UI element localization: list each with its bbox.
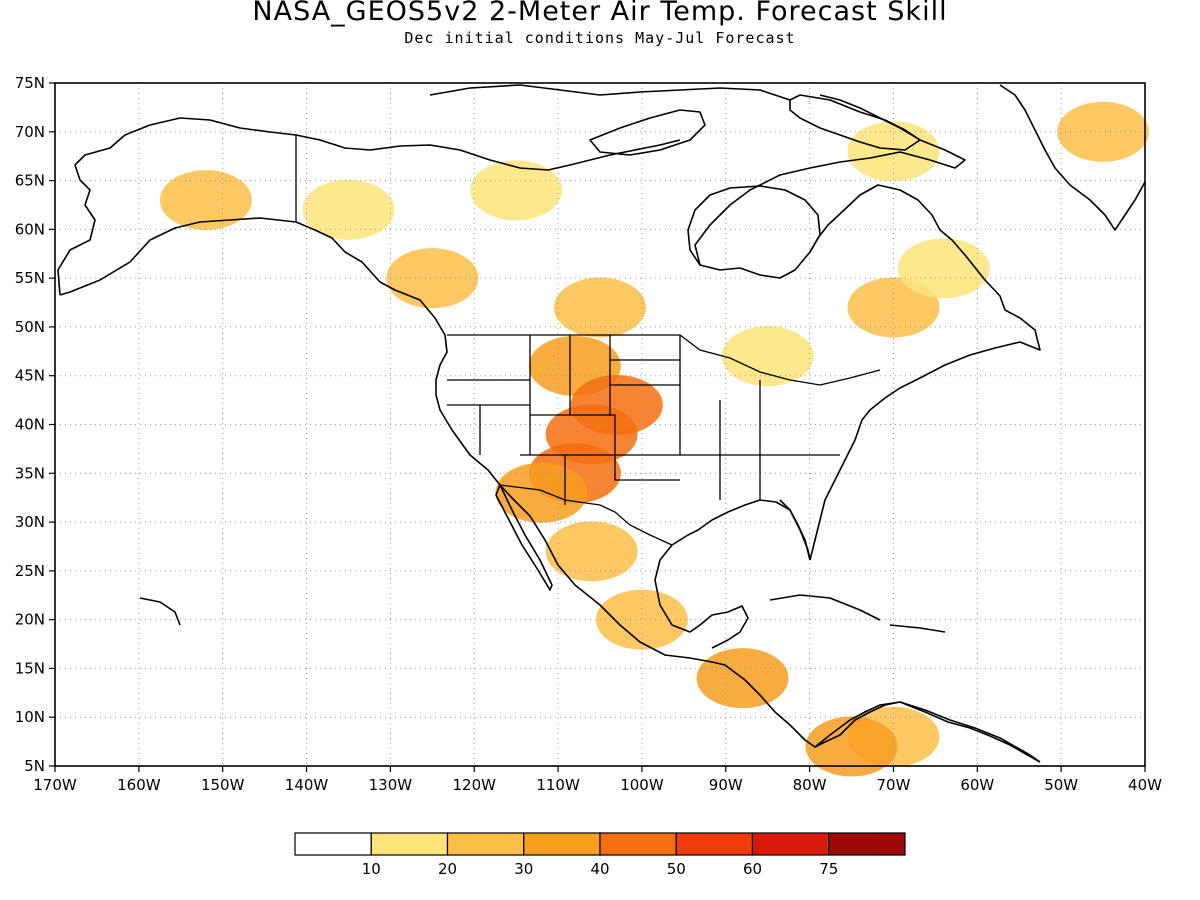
colorbar: 10 20 30 40 50 60 75 bbox=[294, 832, 906, 878]
lat-tick-label: 50N bbox=[15, 318, 45, 336]
mexico-gulf-coast bbox=[654, 499, 811, 649]
lat-tick-label: 30N bbox=[15, 513, 45, 531]
colorbar-swatch bbox=[523, 832, 601, 856]
lon-tick-label: 150W bbox=[201, 776, 245, 794]
skill-patch-northwest-territories bbox=[470, 160, 563, 221]
lat-tick-label: 55N bbox=[15, 269, 45, 287]
lat-tick-label: 75N bbox=[15, 74, 45, 92]
lon-tick-label: 110W bbox=[536, 776, 580, 794]
skill-patch-labrador bbox=[897, 238, 990, 299]
skill-patch-great-lakes bbox=[721, 326, 814, 387]
gridlines bbox=[55, 83, 1145, 766]
greenland bbox=[999, 84, 1146, 231]
lon-tick-label: 140W bbox=[285, 776, 329, 794]
colorbar-swatch bbox=[828, 832, 906, 856]
arctic-islands bbox=[589, 109, 706, 156]
lat-tick-label: 5N bbox=[24, 757, 45, 775]
skill-patch-arizona bbox=[495, 462, 588, 523]
arctic-coast bbox=[57, 117, 681, 296]
map-title: NASA_GEOS5v2 2-Meter Air Temp. Forecast … bbox=[252, 0, 948, 27]
colorbar-swatch bbox=[294, 832, 372, 856]
colorbar-label: 75 bbox=[819, 860, 838, 878]
lat-tick-label: 20N bbox=[15, 611, 45, 629]
lat-tick-label: 45N bbox=[15, 367, 45, 385]
hispaniola bbox=[889, 624, 946, 633]
colorbar-swatch bbox=[675, 832, 754, 856]
arctic-islands-north bbox=[429, 84, 791, 101]
north-america-outline bbox=[59, 217, 1041, 763]
skill-patch-greenland-south bbox=[1057, 101, 1150, 162]
skill-patch-canadian-prairies bbox=[554, 277, 646, 338]
baffin-island bbox=[789, 94, 921, 151]
lat-tick-label: 25N bbox=[15, 562, 45, 580]
baja-california bbox=[495, 484, 553, 591]
colorbar-label: 60 bbox=[743, 860, 762, 878]
lat-tick-label: 65N bbox=[15, 172, 45, 190]
colorbar-swatch bbox=[446, 832, 525, 856]
lon-tick-label: 50W bbox=[1044, 776, 1078, 794]
lon-tick-label: 160W bbox=[117, 776, 161, 794]
lon-tick-label: 170W bbox=[33, 776, 77, 794]
skill-patch-southern-mexico bbox=[595, 589, 688, 650]
east-coast bbox=[694, 94, 1041, 561]
skill-patch-yukon bbox=[302, 179, 395, 240]
skill-patch-british-columbia-coast bbox=[386, 248, 479, 309]
colorbar-swatch bbox=[599, 832, 677, 856]
lat-tick-label: 60N bbox=[15, 220, 45, 238]
lat-tick-label: 10N bbox=[15, 708, 45, 726]
skill-patch-colombia bbox=[805, 716, 898, 777]
colorbar-label: 50 bbox=[667, 860, 686, 878]
colorbar-swatch bbox=[370, 832, 449, 856]
lon-tick-label: 120W bbox=[452, 776, 496, 794]
cuba bbox=[769, 594, 881, 621]
us-mexico-border bbox=[499, 484, 673, 546]
lon-tick-label: 80W bbox=[793, 776, 827, 794]
lon-tick-label: 60W bbox=[960, 776, 994, 794]
us-canada-border bbox=[295, 135, 881, 386]
south-america-north bbox=[814, 701, 1041, 763]
hawaii bbox=[139, 597, 181, 626]
lat-tick-label: 70N bbox=[15, 123, 45, 141]
hudson-bay bbox=[687, 185, 821, 266]
lon-tick-label: 40W bbox=[1128, 776, 1162, 794]
political-borders bbox=[295, 135, 881, 546]
colorbar-label: 30 bbox=[514, 860, 533, 878]
skill-shading bbox=[159, 101, 1150, 777]
coastlines bbox=[57, 84, 1146, 763]
lon-tick-label: 100W bbox=[620, 776, 664, 794]
lon-tick-label: 90W bbox=[709, 776, 743, 794]
colorbar-label: 10 bbox=[362, 860, 381, 878]
skill-patch-alaska-interior bbox=[159, 170, 252, 231]
lon-tick-label: 130W bbox=[369, 776, 413, 794]
map-frame bbox=[54, 82, 1146, 767]
colorbar-label: 40 bbox=[590, 860, 609, 878]
colorbar-label: 20 bbox=[438, 860, 457, 878]
florida bbox=[779, 499, 811, 561]
lat-tick-label: 15N bbox=[15, 659, 45, 677]
colorbar-swatch bbox=[751, 832, 830, 856]
lat-tick-label: 35N bbox=[15, 464, 45, 482]
us-state-lines bbox=[447, 335, 840, 505]
skill-patch-northern-mexico bbox=[545, 521, 638, 582]
map-subtitle: Dec initial conditions May-Jul Forecast bbox=[404, 29, 796, 47]
lon-tick-label: 70W bbox=[877, 776, 911, 794]
skill-patch-baffin-island bbox=[847, 121, 940, 182]
lat-tick-label: 40N bbox=[15, 416, 45, 434]
